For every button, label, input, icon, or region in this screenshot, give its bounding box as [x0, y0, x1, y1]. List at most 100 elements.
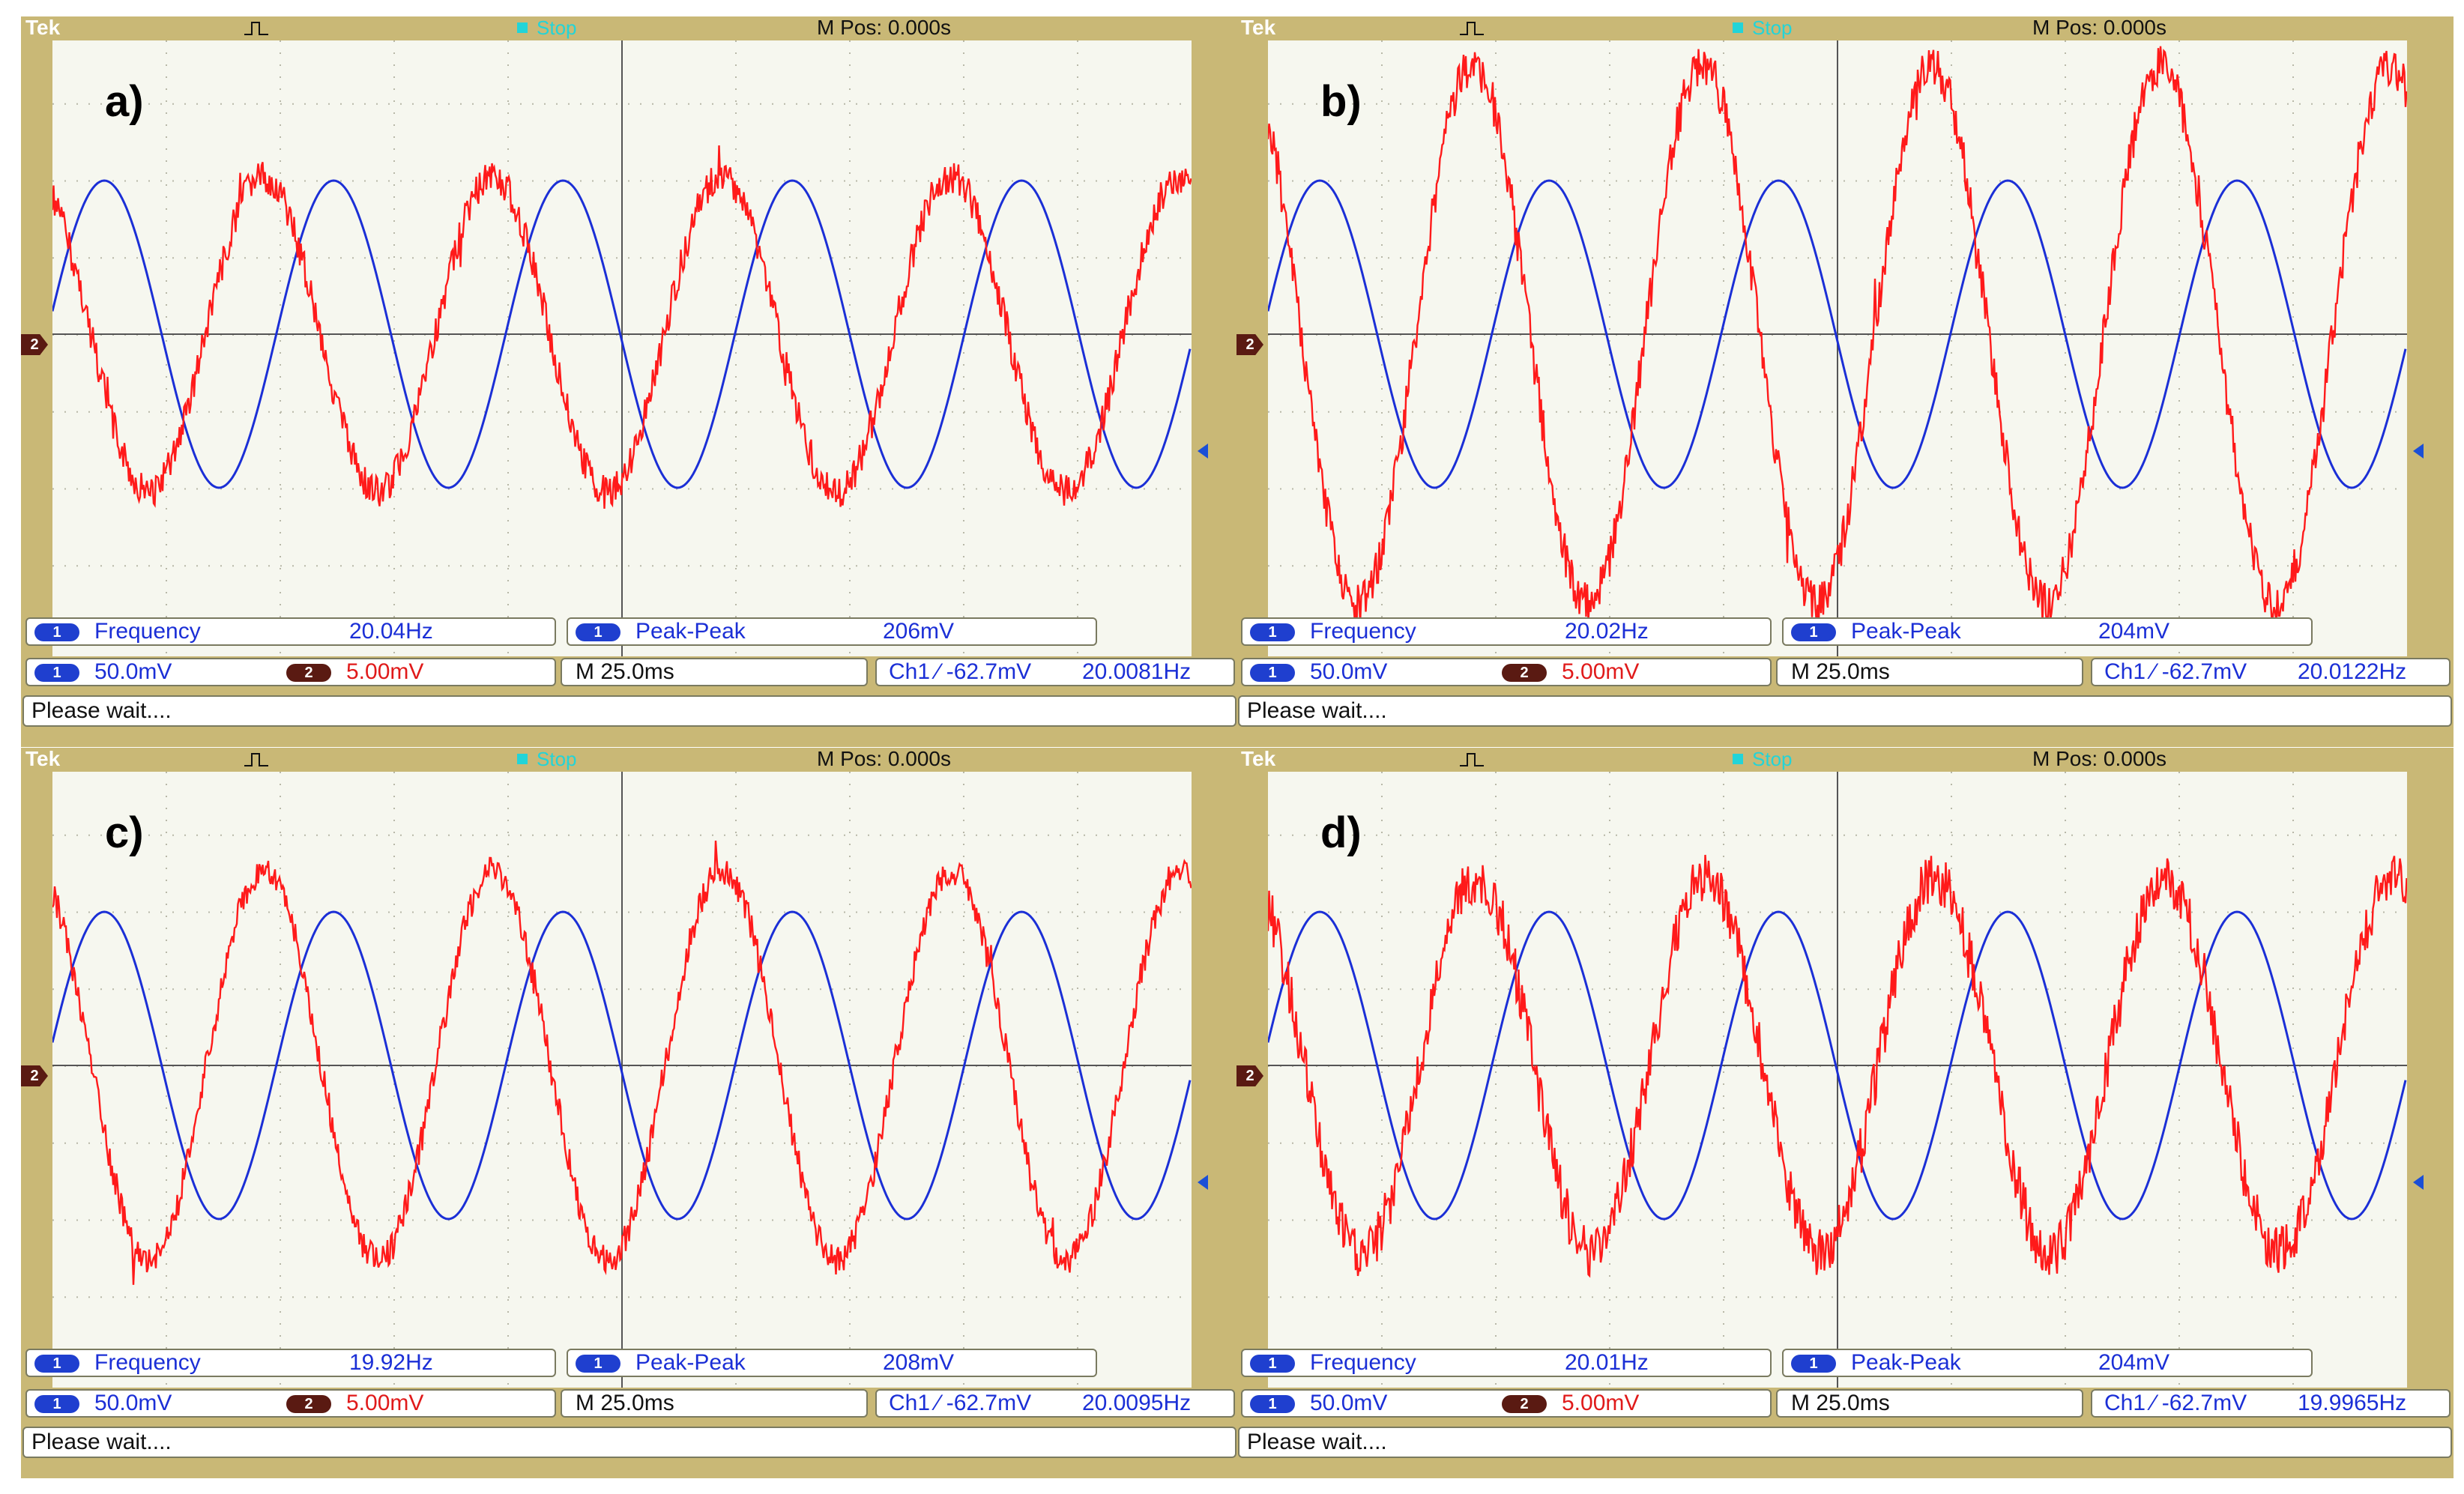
- ch2-scale: 5.00mV: [346, 1391, 424, 1415]
- trigger-readout[interactable]: Ch1 ⁄ -62.7mV 20.0122Hz: [2091, 658, 2451, 686]
- channel-2-ground-marker: 2: [1236, 1065, 1263, 1086]
- measurement-frequency[interactable]: 1 Frequency 19.92Hz: [25, 1349, 556, 1377]
- horizontal-position: M Pos: 0.000s: [2032, 748, 2166, 770]
- acquisition-status: Stop: [537, 748, 577, 770]
- timebase-readout[interactable]: M 25.0ms: [561, 658, 868, 686]
- graticule: [52, 772, 1192, 1388]
- trigger-readout[interactable]: Ch1 ⁄ -62.7mV 19.9965Hz: [2091, 1389, 2451, 1418]
- measurement-peak-peak[interactable]: 1 Peak-Peak 204mV: [1782, 1349, 2313, 1377]
- measurement-value: 208mV: [883, 1350, 955, 1375]
- scope-panel: Tek Stop M Pos: 0.000s T c) 2 1 Frequenc…: [21, 748, 1238, 1478]
- channel-1-chip: 1: [1250, 623, 1295, 641]
- measurement-peak-peak[interactable]: 1 Peak-Peak 206mV: [567, 617, 1097, 646]
- panel-label: c): [105, 808, 144, 857]
- timebase-readout[interactable]: M 25.0ms: [1776, 1389, 2083, 1418]
- measurement-value: 204mV: [2098, 1350, 2170, 1375]
- trigger-level-icon: [2413, 1175, 2424, 1190]
- measurement-name: Peak-Peak: [1851, 1350, 1961, 1375]
- timebase: M 25.0ms: [576, 659, 674, 684]
- scope-panel: Tek Stop M Pos: 0.000s T d) 2 1 Frequenc…: [1236, 748, 2454, 1478]
- channel-scales[interactable]: 1 50.0mV 2 5.00mV: [25, 658, 556, 686]
- measurement-name: Frequency: [1310, 1350, 1416, 1375]
- measurement-frequency[interactable]: 1 Frequency 20.01Hz: [1241, 1349, 1772, 1377]
- ch1-scale: 50.0mV: [1310, 659, 1388, 684]
- timebase-readout[interactable]: M 25.0ms: [1776, 658, 2083, 686]
- brand-label: Tek: [25, 16, 61, 39]
- channel-1-chip: 1: [576, 1355, 620, 1373]
- measurement-peak-peak[interactable]: 1 Peak-Peak 204mV: [1782, 617, 2313, 646]
- channel-1-chip: 1: [1250, 664, 1295, 682]
- channel-1-chip: 1: [1250, 1395, 1295, 1413]
- acquisition-status-icon: [1733, 754, 1743, 764]
- trigger-readout[interactable]: Ch1 ⁄ -62.7mV 20.0095Hz: [875, 1389, 1235, 1418]
- measurement-value: 19.92Hz: [349, 1350, 433, 1375]
- waveform-display: a): [52, 40, 1192, 656]
- channel-1-chip: 1: [1791, 623, 1836, 641]
- top-status-bar: Tek Stop M Pos: 0.000s: [1236, 748, 2454, 770]
- waveform-display: d): [1268, 772, 2407, 1388]
- trigger-type-icon: [244, 22, 268, 35]
- trigger-level-icon: [2413, 444, 2424, 459]
- trigger-setting: Ch1 ⁄ -62.7mV: [889, 1391, 1032, 1415]
- trigger-frequency: 20.0095Hz: [1082, 1391, 1192, 1415]
- waveform-display: b): [1268, 40, 2407, 656]
- channel-2-chip: 2: [286, 664, 331, 682]
- top-status-bar: Tek Stop M Pos: 0.000s: [21, 16, 1238, 39]
- trigger-setting: Ch1 ⁄ -62.7mV: [2104, 659, 2247, 684]
- trigger-type-icon: [1460, 753, 1484, 766]
- measurement-frequency[interactable]: 1 Frequency 20.02Hz: [1241, 617, 1772, 646]
- channel-1-chip: 1: [1250, 1355, 1295, 1373]
- channel-scales[interactable]: 1 50.0mV 2 5.00mV: [1241, 1389, 1772, 1418]
- trigger-frequency: 20.0122Hz: [2298, 659, 2407, 684]
- panel-label: a): [105, 77, 144, 126]
- trigger-frequency: 20.0081Hz: [1082, 659, 1192, 684]
- timebase: M 25.0ms: [1791, 1391, 1890, 1415]
- acquisition-status-icon: [1733, 22, 1743, 33]
- scope-panel: Tek Stop M Pos: 0.000s T b) 2 1 Frequenc…: [1236, 16, 2454, 747]
- measurement-value: 206mV: [883, 619, 955, 644]
- measurement-peak-peak[interactable]: 1 Peak-Peak 208mV: [567, 1349, 1097, 1377]
- ch1-scale: 50.0mV: [94, 1391, 172, 1415]
- waveform-traces: [52, 840, 1192, 1285]
- channel-1-trace: [52, 179, 1192, 489]
- trigger-level-icon: [1198, 1175, 1208, 1190]
- timebase: M 25.0ms: [576, 1391, 674, 1415]
- trigger-readout[interactable]: Ch1 ⁄ -62.7mV 20.0081Hz: [875, 658, 1235, 686]
- channel-2-trace: [1268, 46, 2407, 625]
- trigger-frequency: 19.9965Hz: [2298, 1391, 2407, 1415]
- acquisition-status: Stop: [1752, 16, 1793, 39]
- waveform-traces: [1268, 854, 2407, 1278]
- message-bar: Please wait....: [22, 1427, 1236, 1458]
- graticule: [52, 40, 1192, 656]
- channel-1-trace: [1268, 179, 2407, 489]
- acquisition-status-icon: [517, 754, 528, 764]
- measurement-name: Peak-Peak: [635, 619, 746, 644]
- horizontal-position: M Pos: 0.000s: [817, 748, 951, 770]
- channel-2-chip: 2: [1502, 1395, 1547, 1413]
- measurement-value: 204mV: [2098, 619, 2170, 644]
- measurement-value: 20.01Hz: [1565, 1350, 1649, 1375]
- measurement-name: Peak-Peak: [1851, 619, 1961, 644]
- channel-scales[interactable]: 1 50.0mV 2 5.00mV: [1241, 658, 1772, 686]
- waveform-traces: [1268, 46, 2407, 625]
- ch1-scale: 50.0mV: [1310, 1391, 1388, 1415]
- channel-2-ground-marker: 2: [1236, 334, 1263, 355]
- channel-2-chip: 2: [286, 1395, 331, 1413]
- scope-panel: Tek Stop M Pos: 0.000s T a) 2 1 Frequenc…: [21, 16, 1238, 747]
- channel-1-chip: 1: [1791, 1355, 1836, 1373]
- measurement-name: Peak-Peak: [635, 1350, 746, 1375]
- measurement-name: Frequency: [94, 1350, 201, 1375]
- trigger-type-icon: [244, 753, 268, 766]
- timebase-readout[interactable]: M 25.0ms: [561, 1389, 868, 1418]
- channel-1-chip: 1: [576, 623, 620, 641]
- timebase: M 25.0ms: [1791, 659, 1890, 684]
- measurement-frequency[interactable]: 1 Frequency 20.04Hz: [25, 617, 556, 646]
- trigger-type-icon: [1460, 22, 1484, 35]
- acquisition-status: Stop: [1752, 748, 1793, 770]
- horizontal-position: M Pos: 0.000s: [817, 16, 951, 39]
- message-bar: Please wait....: [22, 695, 1236, 727]
- channel-1-trace: [52, 910, 1192, 1221]
- trigger-setting: Ch1 ⁄ -62.7mV: [889, 659, 1032, 684]
- channel-scales[interactable]: 1 50.0mV 2 5.00mV: [25, 1389, 556, 1418]
- top-status-bar: Tek Stop M Pos: 0.000s: [1236, 16, 2454, 39]
